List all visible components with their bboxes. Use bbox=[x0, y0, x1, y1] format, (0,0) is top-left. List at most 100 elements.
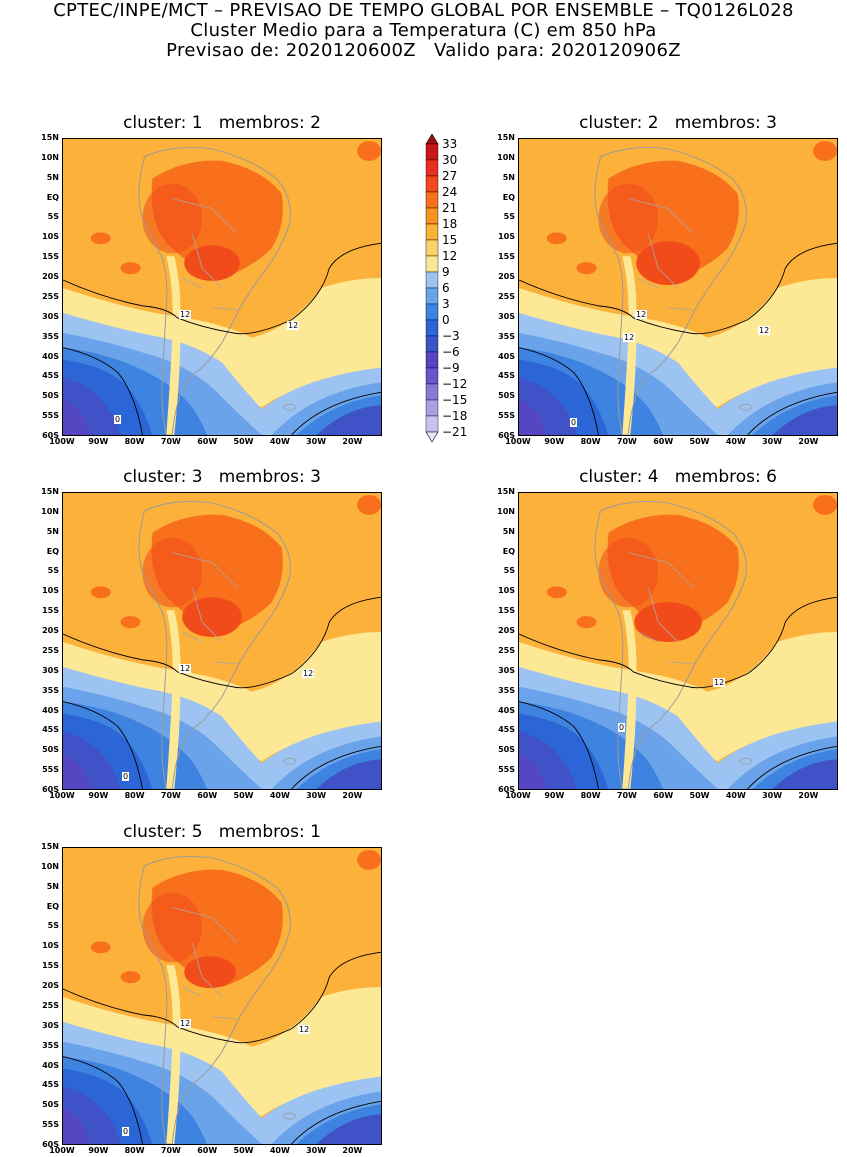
lat-tick-label: 30S bbox=[498, 311, 515, 321]
lat-tick-label: 15S bbox=[42, 252, 59, 262]
colorbar-bin bbox=[425, 159, 439, 177]
temp-field-warm-spot bbox=[357, 494, 381, 515]
lon-tick-label: 20W bbox=[798, 437, 819, 446]
temp-field-hot-core bbox=[182, 597, 242, 638]
lat-tick-label: 10S bbox=[498, 586, 515, 596]
lat-tick-label: 5N bbox=[502, 172, 515, 182]
lon-tick-label: 50W bbox=[689, 791, 710, 800]
map-panel bbox=[62, 492, 382, 790]
lat-tick-label: 35S bbox=[42, 685, 59, 695]
lon-tick-label: 90W bbox=[88, 791, 109, 800]
lon-tick-label: 70W bbox=[160, 1146, 181, 1155]
temp-field-warm-spot bbox=[576, 262, 597, 275]
lat-tick-label: 20S bbox=[42, 272, 59, 282]
lat-tick-label: 15S bbox=[498, 606, 515, 616]
panel-title: cluster: 3 membros: 3 bbox=[123, 467, 321, 487]
temp-field-warm-spot bbox=[546, 586, 567, 599]
lat-tick-label: 5N bbox=[46, 881, 59, 891]
continent-outline bbox=[138, 147, 291, 435]
colorbar-bin bbox=[425, 255, 439, 273]
temp-field-hot-core bbox=[184, 956, 236, 989]
lat-tick-label: 55S bbox=[42, 765, 59, 775]
lat-tick-label: 5N bbox=[502, 526, 515, 536]
temp-field-warm-spot bbox=[546, 232, 567, 245]
lon-tick-label: 100W bbox=[505, 791, 531, 800]
temp-field-band bbox=[772, 759, 837, 789]
temp-field-band bbox=[519, 753, 547, 789]
temp-field-warm-spot bbox=[813, 494, 837, 515]
temperature-map bbox=[519, 493, 837, 789]
temp-field-warm-spot bbox=[813, 140, 837, 161]
island-outline bbox=[283, 403, 296, 411]
contour-12 bbox=[63, 242, 381, 335]
colorbar-label: −12 bbox=[442, 377, 468, 391]
lon-tick-label: 20W bbox=[342, 791, 363, 800]
lat-tick-label: 15N bbox=[41, 133, 59, 142]
colorbar-bin bbox=[425, 367, 439, 385]
lat-tick-label: EQ bbox=[46, 901, 59, 911]
lat-tick-label: 10S bbox=[42, 941, 59, 951]
lat-tick-label: 20S bbox=[42, 981, 59, 991]
lat-tick-label: 15N bbox=[497, 133, 515, 142]
lat-tick-label: 10S bbox=[42, 586, 59, 596]
colorbar-bin bbox=[425, 351, 439, 369]
contour-label: 0 bbox=[122, 1127, 130, 1136]
andes-cold-strip bbox=[166, 256, 181, 435]
contour-12 bbox=[519, 242, 837, 335]
temp-field-warm-spot bbox=[120, 262, 141, 275]
temp-field-hot-core bbox=[142, 537, 203, 608]
colorbar-bin bbox=[425, 175, 439, 193]
temp-field-warm-spot bbox=[357, 849, 381, 870]
temp-field-warm-spot bbox=[120, 971, 141, 984]
colorbar-top-arrow bbox=[425, 133, 439, 145]
colorbar-bin bbox=[425, 335, 439, 353]
lat-tick-label: 40S bbox=[42, 351, 59, 361]
lon-tick-label: 100W bbox=[505, 437, 531, 446]
contour-label: 12 bbox=[179, 310, 192, 319]
colorbar-label: 27 bbox=[442, 169, 458, 183]
colorbar-label: 12 bbox=[442, 249, 458, 263]
colorbar-label: −15 bbox=[442, 393, 468, 407]
andes-cold-strip bbox=[622, 610, 637, 789]
lat-tick-label: 45S bbox=[42, 371, 59, 381]
lon-tick-label: 80W bbox=[580, 791, 601, 800]
lon-tick-label: 50W bbox=[233, 1146, 254, 1155]
lat-tick-label: EQ bbox=[46, 546, 59, 556]
lon-tick-label: 90W bbox=[88, 437, 109, 446]
lat-tick-label: 10S bbox=[498, 232, 515, 242]
lon-tick-label: 60W bbox=[653, 791, 674, 800]
lat-tick-label: 15S bbox=[42, 961, 59, 971]
temp-field-hot-core bbox=[634, 602, 702, 642]
lat-tick-label: 25S bbox=[42, 291, 59, 301]
temp-field-band bbox=[63, 753, 91, 789]
colorbar-label: 24 bbox=[442, 185, 458, 199]
lat-tick-label: 45S bbox=[498, 371, 515, 381]
contour-label: 12 bbox=[298, 1025, 311, 1034]
lat-tick-label: 30S bbox=[42, 1020, 59, 1030]
temp-field-hot-core bbox=[598, 183, 659, 254]
lat-tick-label: 5N bbox=[46, 526, 59, 536]
map-panel bbox=[62, 138, 382, 436]
temp-field-band bbox=[316, 759, 381, 789]
lon-tick-label: 30W bbox=[762, 437, 783, 446]
contour-label: 0 bbox=[122, 772, 130, 781]
lon-tick-label: 80W bbox=[124, 437, 145, 446]
lat-tick-label: 45S bbox=[498, 725, 515, 735]
lon-tick-label: 80W bbox=[124, 1146, 145, 1155]
contour-0 bbox=[63, 347, 143, 435]
lon-tick-label: 70W bbox=[160, 791, 181, 800]
continent-outline bbox=[594, 501, 747, 789]
temp-field-hot-core bbox=[598, 537, 659, 608]
colorbar-bin bbox=[425, 191, 439, 209]
continent-outline bbox=[594, 147, 747, 435]
temp-field-band bbox=[63, 399, 91, 435]
lat-tick-label: 20S bbox=[498, 272, 515, 282]
lat-tick-label: 30S bbox=[498, 665, 515, 675]
lon-tick-label: 50W bbox=[233, 791, 254, 800]
lat-tick-label: 60S bbox=[42, 1140, 59, 1149]
temp-field-warm-spot bbox=[120, 616, 141, 629]
lat-tick-label: 20S bbox=[42, 626, 59, 636]
lat-tick-label: 35S bbox=[42, 1040, 59, 1050]
lon-tick-label: 70W bbox=[616, 437, 637, 446]
lon-tick-label: 60W bbox=[653, 437, 674, 446]
